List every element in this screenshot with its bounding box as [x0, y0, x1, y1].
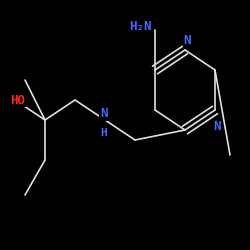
- Text: N: N: [184, 34, 191, 46]
- Text: N: N: [214, 120, 221, 133]
- Text: H₂N: H₂N: [129, 20, 151, 33]
- Text: H: H: [100, 128, 107, 138]
- Text: N: N: [100, 107, 108, 120]
- Text: HO: HO: [10, 94, 25, 106]
